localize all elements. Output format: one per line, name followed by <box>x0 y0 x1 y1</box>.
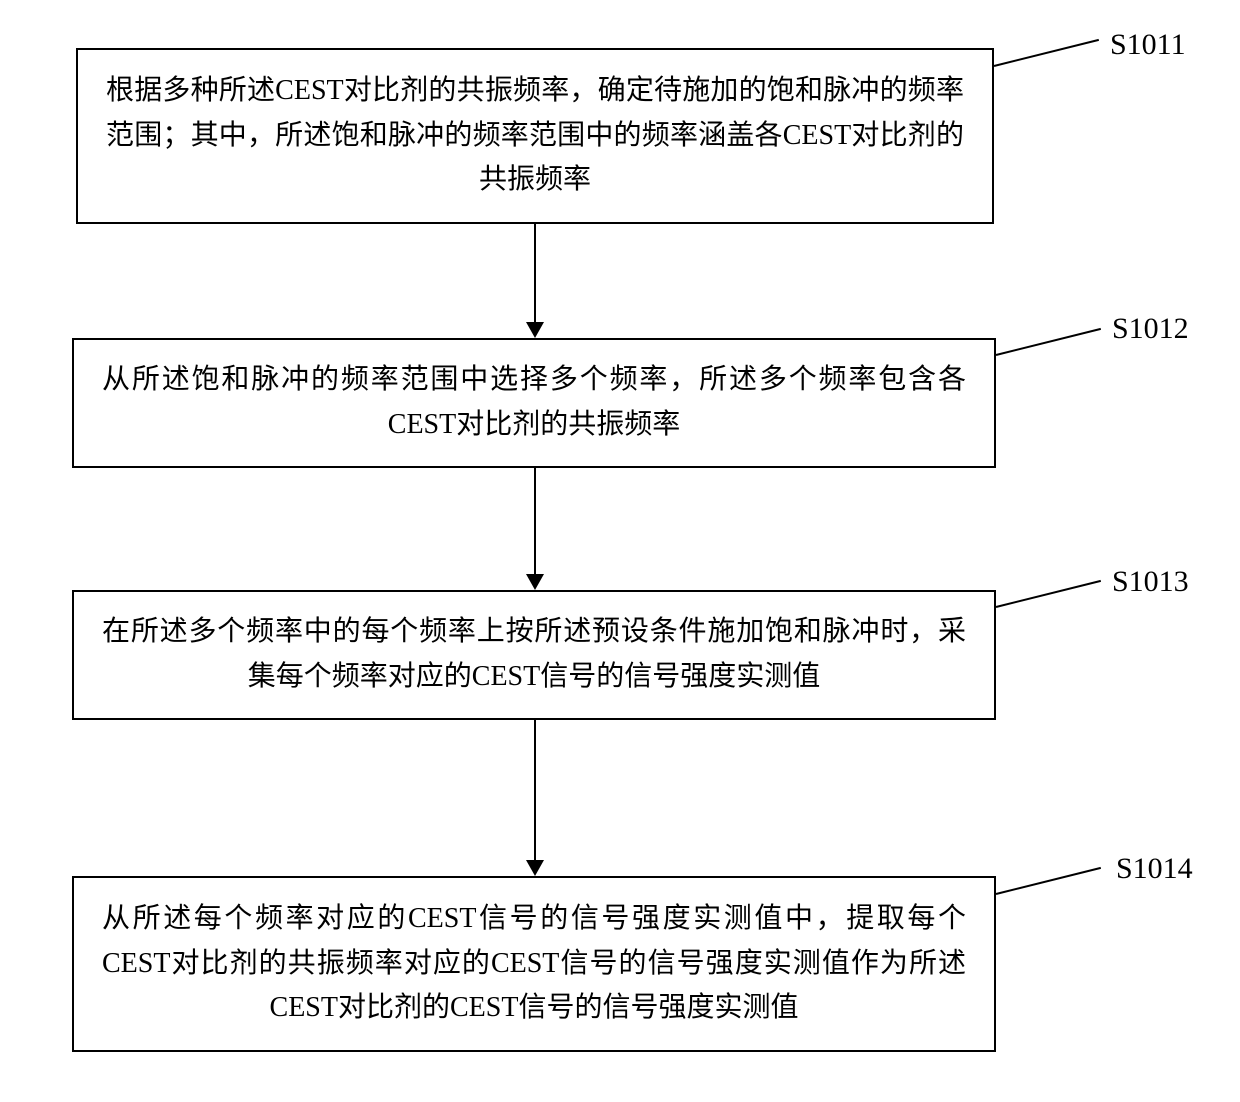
flow-label-s1011: S1011 <box>1110 28 1186 62</box>
flow-node-s1014: 从所述每个频率对应的CEST信号的信号强度实测值中，提取每个CEST对比剂的共振… <box>72 876 996 1052</box>
callout-line-s1013 <box>996 580 1101 608</box>
flow-label-s1014: S1014 <box>1116 852 1193 886</box>
flow-edge-3-line <box>534 720 536 862</box>
callout-line-s1012 <box>996 328 1101 356</box>
flow-edge-2-arrow <box>526 574 544 590</box>
flowchart-container: 根据多种所述CEST对比剂的共振频率，确定待施加的饱和脉冲的频率范围；其中，所述… <box>0 0 1240 1102</box>
flow-edge-1-arrow <box>526 322 544 338</box>
callout-line-s1014 <box>996 867 1101 895</box>
flow-node-s1012: 从所述饱和脉冲的频率范围中选择多个频率，所述多个频率包含各CEST对比剂的共振频… <box>72 338 996 468</box>
flow-edge-2-line <box>534 468 536 576</box>
flow-label-s1013: S1013 <box>1112 565 1189 599</box>
flow-node-text: 从所述每个频率对应的CEST信号的信号强度实测值中，提取每个CEST对比剂的共振… <box>102 897 966 1031</box>
flow-edge-1-line <box>534 224 536 324</box>
flow-node-s1011: 根据多种所述CEST对比剂的共振频率，确定待施加的饱和脉冲的频率范围；其中，所述… <box>76 48 994 224</box>
flow-node-text: 在所述多个频率中的每个频率上按所述预设条件施加饱和脉冲时，采集每个频率对应的CE… <box>102 610 966 700</box>
flow-node-text: 从所述饱和脉冲的频率范围中选择多个频率，所述多个频率包含各CEST对比剂的共振频… <box>102 358 966 448</box>
flow-edge-3-arrow <box>526 860 544 876</box>
callout-line-s1011 <box>994 39 1099 67</box>
flow-node-text: 根据多种所述CEST对比剂的共振频率，确定待施加的饱和脉冲的频率范围；其中，所述… <box>106 69 964 203</box>
flow-label-s1012: S1012 <box>1112 312 1189 346</box>
flow-node-s1013: 在所述多个频率中的每个频率上按所述预设条件施加饱和脉冲时，采集每个频率对应的CE… <box>72 590 996 720</box>
